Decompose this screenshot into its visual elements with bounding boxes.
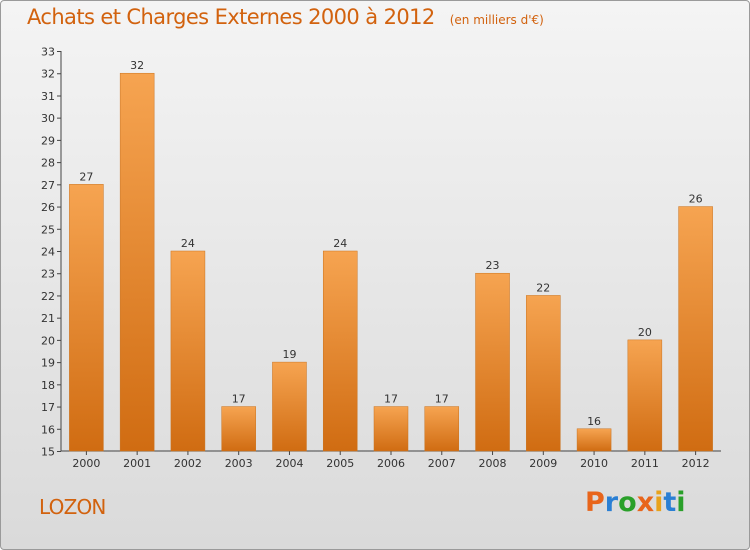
y-tick-label: 25 (41, 223, 55, 236)
bar (678, 206, 713, 452)
logo-letter: r (604, 487, 619, 518)
x-tick-label: 2011 (631, 457, 659, 470)
logo-letter: i (676, 487, 686, 518)
data-label: 17 (232, 393, 246, 406)
y-tick-label: 33 (41, 46, 55, 59)
y-tick-label: 23 (41, 268, 55, 281)
proxiti-logo: Proxiti (585, 487, 686, 518)
bars (69, 72, 713, 452)
bar (170, 250, 206, 452)
y-tick-label: 31 (41, 90, 55, 103)
logo-letter: P (585, 487, 605, 518)
bar (424, 406, 460, 452)
data-label: 24 (333, 237, 347, 250)
bar (526, 295, 561, 452)
chart-title: Achats et Charges Externes 2000 à 2012 (27, 5, 435, 29)
data-label: 20 (638, 326, 652, 339)
bar (221, 406, 256, 452)
y-tick-label: 19 (41, 357, 55, 370)
data-label: 32 (130, 59, 144, 72)
x-tick-label: 2010 (580, 457, 608, 470)
chart-title-block: Achats et Charges Externes 2000 à 2012 (… (27, 5, 544, 29)
data-label: 17 (435, 393, 449, 406)
commune-name: LOZON (39, 495, 106, 519)
x-tick-label: 2002 (174, 457, 202, 470)
x-tick-label: 2007 (428, 457, 456, 470)
data-label: 26 (689, 193, 703, 206)
data-label: 23 (486, 259, 500, 272)
x-tick-label: 2008 (479, 457, 507, 470)
data-label: 16 (587, 415, 601, 428)
x-tick-label: 2006 (377, 457, 405, 470)
y-tick-label: 32 (41, 68, 55, 81)
y-tick-label: 17 (41, 401, 55, 414)
x-tick-label: 2004 (275, 457, 303, 470)
data-label: 27 (79, 170, 93, 183)
bar (322, 250, 358, 452)
logo-letter: x (636, 487, 655, 518)
bar (627, 339, 663, 452)
axes: 15 16 17 18 19 20 21 22 23 24 25 26 27 28 29 30 31 32 33 20… (41, 46, 721, 470)
x-tick-label: 2009 (529, 457, 557, 470)
y-tick-label: 29 (41, 134, 55, 147)
data-label: 22 (536, 281, 550, 294)
x-tick-label: 2000 (72, 457, 100, 470)
bar (119, 72, 155, 452)
y-tick-label: 22 (41, 290, 55, 303)
bar (373, 406, 409, 452)
logo-letter: t (663, 487, 677, 518)
data-label: 19 (282, 348, 296, 361)
y-tick-label: 15 (41, 446, 55, 459)
y-tick-label: 30 (41, 112, 55, 125)
data-label: 24 (181, 237, 195, 250)
y-tick-label: 28 (41, 157, 55, 170)
bar (475, 272, 510, 452)
x-tick-label: 2012 (682, 457, 710, 470)
y-tick-label: 21 (41, 312, 55, 325)
data-label: 17 (384, 393, 398, 406)
y-tick-label: 18 (41, 379, 55, 392)
y-tick-label: 27 (41, 179, 55, 192)
bar (576, 428, 612, 452)
bar (272, 361, 307, 452)
x-tick-label: 2005 (326, 457, 354, 470)
x-tick-label: 2001 (123, 457, 151, 470)
y-tick-label: 20 (41, 334, 55, 347)
logo-letter: i (654, 487, 664, 518)
logo-letter: o (618, 487, 637, 518)
chart-subtitle: (en milliers d'€) (449, 13, 544, 27)
y-tick-label: 16 (41, 423, 55, 436)
bar (69, 184, 104, 452)
y-tick-label: 24 (41, 246, 55, 259)
data-labels: 27 32 24 17 19 24 17 17 23 22 16 20 26 (79, 59, 702, 428)
y-tick-label: 26 (41, 201, 55, 214)
x-tick-label: 2003 (225, 457, 253, 470)
